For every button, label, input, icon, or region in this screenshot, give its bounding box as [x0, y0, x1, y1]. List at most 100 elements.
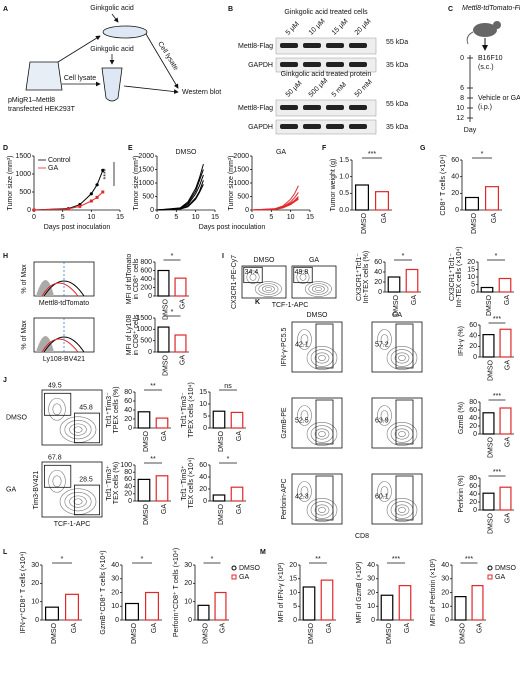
y-tick-label: 15 — [467, 266, 475, 273]
bar — [155, 475, 169, 502]
significance: *** — [493, 469, 501, 476]
panel-label: M — [260, 549, 266, 556]
flow-contour — [300, 334, 309, 345]
x-tick-label: GA — [381, 213, 388, 223]
y-tick-label: 20 — [124, 416, 132, 423]
tumor-line — [251, 192, 299, 211]
flow-contour — [386, 345, 418, 370]
y-axis-label: MFI of Ly108 — [126, 315, 133, 356]
bar — [214, 591, 227, 621]
y-tick-label: 80 — [124, 469, 132, 476]
x-tick-label: GA — [491, 213, 498, 223]
bar — [355, 184, 370, 211]
y-axis-label: CX3CR1⁺Tcf1⁻ — [356, 253, 363, 301]
group-title: DMSO — [254, 257, 276, 264]
bar — [124, 602, 139, 621]
x-tick-label: GA — [179, 299, 186, 309]
x-tick-label: DMSO — [162, 354, 169, 376]
y-tick-label: 0 — [128, 498, 132, 505]
x-tick-label: DMSO — [131, 622, 138, 644]
flow-contour — [73, 498, 83, 505]
x-tick-label: GA — [236, 431, 243, 441]
y-tick-label: 10 — [289, 589, 297, 596]
x-tick-label: DMSO — [486, 294, 493, 316]
flow-contour — [246, 270, 260, 284]
flow-contour — [306, 497, 338, 522]
y-axis-label: Tumor weight (g) — [330, 159, 337, 212]
tumor-line — [251, 197, 299, 211]
data-point — [89, 199, 93, 203]
y-axis-label: Perforin-APC — [281, 478, 288, 519]
histogram-ga — [41, 338, 79, 353]
x-tick-label: GA — [236, 504, 243, 514]
row-label: DMSO — [6, 414, 28, 421]
day-label: 0 — [460, 55, 464, 62]
y-tick-label: 40 — [111, 562, 119, 569]
reagent-label: Ginkgolic acid — [90, 46, 134, 53]
y-axis-label: Tcf1⁺Tim3⁻ — [106, 392, 113, 428]
x-tick-label: DMSO — [471, 212, 478, 234]
bar — [482, 492, 495, 511]
y-tick-label: 400 — [140, 276, 152, 283]
y-tick-label: 500 — [140, 338, 152, 345]
y-tick-label: 30 — [367, 576, 375, 583]
y-tick-label: 40 — [441, 562, 449, 569]
y-axis-label: Int-TEX cells (%) — [363, 251, 370, 304]
y-tick-label: 1500 — [138, 166, 154, 173]
x-axis-label: Mettl8-tdTomato — [39, 300, 89, 307]
significance: * — [495, 253, 498, 260]
flow-contour — [297, 481, 312, 502]
x-tick-label: DMSO — [162, 298, 169, 320]
blot-title: Ginkgolic acid treated protein — [281, 71, 372, 78]
bar — [137, 478, 151, 502]
data-point — [101, 190, 105, 194]
significance: *** — [493, 393, 501, 400]
gate-value: 42.1 — [295, 341, 309, 348]
flow-contour — [299, 273, 307, 281]
x-tick-label: GA — [219, 623, 226, 633]
y-axis-label: TEX cells (%) — [113, 462, 120, 504]
x-tick-label: 0 — [32, 214, 36, 221]
x-tick-label: 15 — [211, 214, 219, 221]
y-axis-label: MFI of IFN-γ (×10²) — [278, 563, 285, 623]
x-tick-label: 10 — [87, 214, 95, 221]
significance: *** — [368, 151, 376, 158]
legend-label: GA — [239, 574, 249, 581]
x-tick-label: GA — [504, 360, 511, 370]
flow-contour — [306, 345, 338, 370]
bar — [454, 596, 467, 621]
y-tick-label: 40 — [469, 415, 477, 422]
y-axis-label: MFI of Perforin (×10²) — [430, 559, 437, 626]
tumor-line — [251, 185, 299, 211]
flow-frame — [291, 397, 343, 449]
legend-swatch — [487, 565, 493, 571]
y-tick-label: 60 — [199, 462, 207, 469]
x-tick-label: GA — [161, 431, 168, 441]
bar — [174, 334, 187, 353]
y-tick-label: 0 — [445, 617, 449, 624]
tumor-line — [156, 163, 204, 211]
gate-value: 42.3 — [295, 493, 309, 500]
x-tick-label: 15 — [116, 214, 124, 221]
significance: * — [171, 309, 174, 316]
flow-contour — [318, 431, 326, 437]
cells-label: transfected HEK293T — [8, 106, 76, 113]
x-tick-label: GA — [404, 623, 411, 633]
legend-label: DMSO — [495, 565, 517, 572]
y-tick-label: 2000 — [138, 153, 154, 160]
flow-gate — [395, 323, 414, 369]
y-tick-label: 20 — [469, 343, 477, 350]
y-tick-label: 2000 — [233, 153, 249, 160]
day-label: 10 — [456, 105, 464, 112]
y-tick-label: 80 — [124, 389, 132, 396]
y-tick-label: 20 — [184, 580, 192, 587]
y-tick-label: 80 — [469, 399, 477, 406]
flow-contour — [380, 410, 389, 421]
y-tick-label: 0 — [473, 507, 477, 514]
bar — [485, 186, 500, 211]
flow-contour — [318, 507, 326, 513]
y-tick-label: 60 — [124, 476, 132, 483]
y-tick-label: 10 — [441, 603, 449, 610]
marker-label: 35 kDa — [386, 62, 408, 69]
